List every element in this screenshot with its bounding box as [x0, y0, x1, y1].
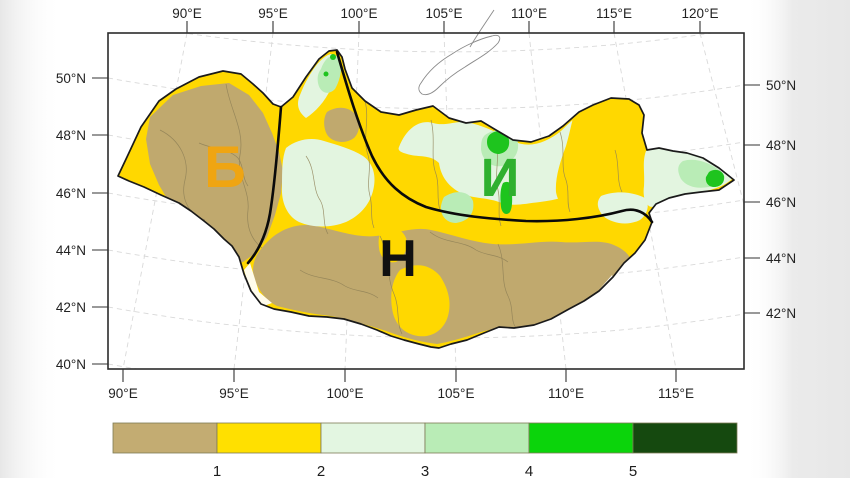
bottom-axis-labels: 90°E 95°E 100°E 105°E 110°E 115°E: [108, 386, 694, 401]
axis-label: 110°E: [548, 386, 584, 401]
legend-cell-4: [424, 422, 530, 454]
axis-label: 48°N: [766, 138, 796, 153]
legend-tick: 3: [421, 463, 429, 478]
axis-label: 95°E: [219, 386, 248, 401]
axis-label: 115°E: [658, 386, 694, 401]
zone-label-i: И: [481, 148, 520, 208]
axis-label: 50°N: [56, 71, 86, 86]
legend-tick: 2: [317, 463, 325, 478]
legend-tick: 5: [629, 463, 637, 478]
left-ticks: [92, 77, 108, 365]
zone-label-n: Н: [379, 230, 417, 288]
legend-colorbar: [112, 422, 738, 454]
legend-tick: 1: [213, 463, 221, 478]
legend-cell-1: [112, 422, 218, 454]
axis-label: 100°E: [341, 6, 378, 21]
top-axis-labels: 90°E 95°E 100°E 105°E 110°E 115°E 120°E: [172, 6, 718, 21]
right-axis-labels: 50°N 48°N 46°N 44°N 42°N: [766, 78, 796, 321]
legend-cell-6: [632, 422, 738, 454]
axis-label: 120°E: [682, 6, 719, 21]
right-ticks: [744, 84, 760, 314]
zone-fill-yellow-patches: [378, 97, 642, 337]
axis-label: 50°N: [766, 78, 796, 93]
zone-curve-east: [335, 50, 654, 224]
zone-curve-west: [246, 105, 283, 265]
bottom-ticks: [122, 369, 677, 382]
axis-label: 42°N: [766, 306, 796, 321]
left-edge-shade: [0, 0, 62, 478]
axis-label: 44°N: [766, 251, 796, 266]
zone-fill-bright-green: [323, 54, 725, 215]
axis-label: 90°E: [108, 386, 137, 401]
axis-label: 95°E: [258, 6, 287, 21]
axis-label: 90°E: [172, 6, 201, 21]
lake-outline: [418, 9, 501, 96]
axis-label: 46°N: [56, 186, 86, 201]
axis-label: 100°E: [327, 386, 364, 401]
legend-cell-5: [528, 422, 634, 454]
legend-tick: 4: [525, 463, 533, 478]
axis-label: 44°N: [56, 243, 86, 258]
axis-label: 48°N: [56, 128, 86, 143]
axis-label: 42°N: [56, 300, 86, 315]
zone-label-b: Б: [204, 135, 246, 200]
axis-label: 46°N: [766, 195, 796, 210]
legend-cell-2: [216, 422, 322, 454]
legend-cell-3: [320, 422, 426, 454]
admin-boundaries: [159, 83, 623, 335]
map-frame: [107, 32, 745, 370]
axis-label: 105°E: [438, 386, 475, 401]
country-border: [117, 49, 735, 349]
right-edge-shade: [746, 0, 850, 478]
left-axis-labels: 50°N 48°N 46°N 44°N 42°N 40°N: [56, 71, 86, 372]
zone-division-curves: [246, 50, 654, 265]
axis-label: 110°E: [511, 6, 547, 21]
axis-label: 115°E: [596, 6, 632, 21]
legend-tick-labels: 1 2 3 4 5: [213, 463, 637, 478]
axis-label: 105°E: [426, 6, 463, 21]
top-ticks: [186, 21, 701, 33]
axis-ticks: [92, 21, 760, 382]
axis-label: 40°N: [56, 357, 86, 372]
